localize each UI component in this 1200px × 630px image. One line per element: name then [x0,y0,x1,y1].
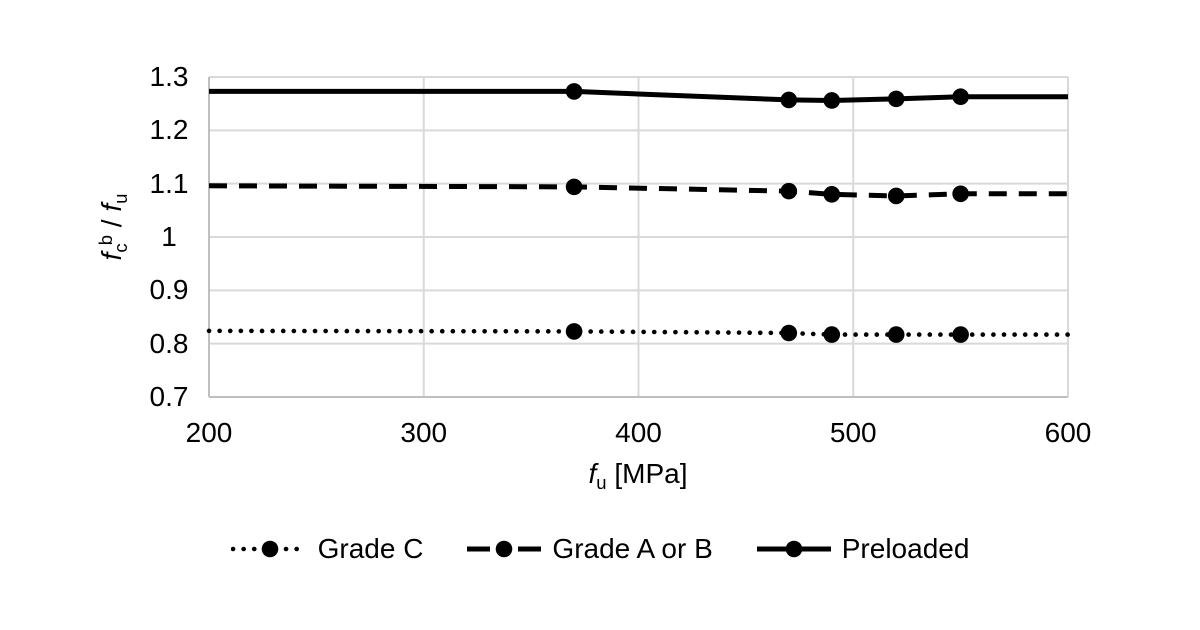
y-title-symbol-2: f [96,203,127,212]
legend: Grade C Grade A or B Preloaded [0,528,1200,570]
y-tick-label: 1.3 [149,61,189,92]
data-marker-preloaded [565,83,583,100]
y-title-subscript-u: u [109,193,131,204]
y-title-separator: / [96,211,127,235]
data-marker-grade-c [887,326,905,343]
y-tick-label: 0.8 [149,327,189,359]
data-marker-grade-a-or-b [780,182,798,200]
y-tick-label: 1 [161,221,177,252]
legend-label-grade-a-or-b: Grade A or B [552,533,713,564]
y-title-superscript-b: b [94,234,116,246]
solid-line-marker-icon [756,540,831,558]
x-tick-label: 200 [185,417,233,448]
data-marker-grade-c [952,326,969,343]
x-title-unit: [MPa] [606,458,688,489]
data-marker-grade-a-or-b [823,186,841,203]
x-title-subscript-u: u [596,471,607,493]
data-marker-grade-a-or-b [952,185,969,203]
x-title-symbol: f [588,458,597,489]
x-tick-label: 400 [615,417,662,448]
data-marker-grade-c [780,324,798,342]
data-marker-grade-c [823,326,841,343]
data-marker-grade-c [565,323,583,340]
y-tick-label: 1.1 [149,167,189,199]
y-tick-label: 1.2 [149,114,189,146]
data-marker-preloaded [887,90,905,108]
legend-label-preloaded: Preloaded [841,533,970,564]
y-tick-label: 0.9 [149,274,189,306]
x-tick-label: 600 [1044,417,1092,448]
data-marker-grade-a-or-b [887,187,905,205]
x-axis-title: fu [MPa] [438,457,838,493]
data-marker-preloaded [823,92,841,109]
legend-item-grade-a-or-b: Grade A or B [465,532,713,566]
legend-item-preloaded: Preloaded [755,532,970,566]
data-marker-preloaded [780,91,798,109]
y-tick-label: 0.7 [149,381,189,412]
dotted-line-marker-icon [230,540,309,558]
x-tick-label: 300 [400,417,448,448]
legend-label-grade-c: Grade C [317,533,424,564]
x-tick-label: 500 [829,417,877,448]
y-axis-title: fcb / fu [94,57,131,397]
data-marker-grade-a-or-b [565,178,583,196]
legend-item-grade-c: Grade C [230,532,424,566]
y-title-symbol: f [96,252,127,261]
dashed-line-marker-icon [467,540,542,558]
data-marker-preloaded [952,88,969,106]
